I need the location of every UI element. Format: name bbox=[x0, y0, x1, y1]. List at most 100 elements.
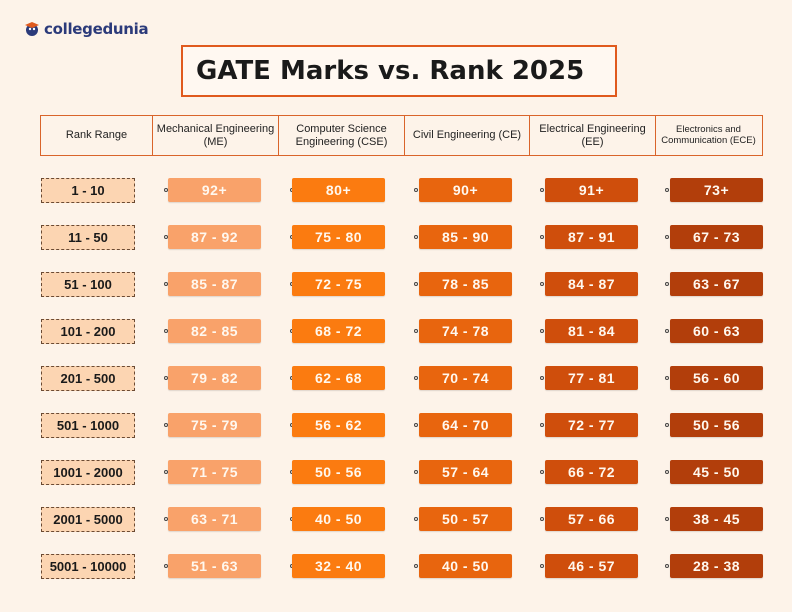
table-header: Rank Range Mechanical Engineering (ME) C… bbox=[40, 115, 763, 156]
bullet-dot-icon bbox=[665, 282, 669, 286]
bullet-dot-icon bbox=[414, 423, 418, 427]
brand-logo-text: collegedunia bbox=[44, 20, 149, 38]
bullet-dot-icon bbox=[665, 423, 669, 427]
marks-cell: 74 - 78 bbox=[419, 319, 512, 343]
marks-cell: 91+ bbox=[545, 178, 638, 202]
marks-cell: 85 - 90 bbox=[419, 225, 512, 249]
marks-cell: 77 - 81 bbox=[545, 366, 638, 390]
rank-range-cell: 1001 - 2000 bbox=[41, 460, 135, 485]
marks-cell: 56 - 62 bbox=[292, 413, 385, 437]
bullet-dot-icon bbox=[540, 235, 544, 239]
marks-cell: 40 - 50 bbox=[419, 554, 512, 578]
bullet-dot-icon bbox=[414, 235, 418, 239]
marks-cell: 56 - 60 bbox=[670, 366, 763, 390]
bullet-dot-icon bbox=[164, 376, 168, 380]
marks-cell: 32 - 40 bbox=[292, 554, 385, 578]
marks-cell: 71 - 75 bbox=[168, 460, 261, 484]
bullet-dot-icon bbox=[164, 564, 168, 568]
marks-cell: 66 - 72 bbox=[545, 460, 638, 484]
marks-cell: 67 - 73 bbox=[670, 225, 763, 249]
bullet-dot-icon bbox=[665, 376, 669, 380]
marks-cell: 90+ bbox=[419, 178, 512, 202]
bullet-dot-icon bbox=[540, 188, 544, 192]
marks-cell: 46 - 57 bbox=[545, 554, 638, 578]
marks-cell: 78 - 85 bbox=[419, 272, 512, 296]
marks-cell: 64 - 70 bbox=[419, 413, 512, 437]
header-ee: Electrical Engineering (EE) bbox=[529, 116, 655, 155]
bullet-dot-icon bbox=[540, 470, 544, 474]
marks-cell: 62 - 68 bbox=[292, 366, 385, 390]
bullet-dot-icon bbox=[540, 564, 544, 568]
marks-cell: 57 - 64 bbox=[419, 460, 512, 484]
marks-cell: 68 - 72 bbox=[292, 319, 385, 343]
marks-cell: 38 - 45 bbox=[670, 507, 763, 531]
marks-cell: 63 - 71 bbox=[168, 507, 261, 531]
marks-cell: 40 - 50 bbox=[292, 507, 385, 531]
marks-cell: 51 - 63 bbox=[168, 554, 261, 578]
marks-cell: 72 - 75 bbox=[292, 272, 385, 296]
header-me: Mechanical Engineering (ME) bbox=[152, 116, 278, 155]
rank-range-cell: 51 - 100 bbox=[41, 272, 135, 297]
page-title: GATE Marks vs. Rank 2025 bbox=[196, 56, 585, 86]
bullet-dot-icon bbox=[540, 517, 544, 521]
marks-cell: 84 - 87 bbox=[545, 272, 638, 296]
marks-cell: 45 - 50 bbox=[670, 460, 763, 484]
page-title-box: GATE Marks vs. Rank 2025 bbox=[181, 45, 617, 97]
brand-logo: collegedunia bbox=[24, 20, 149, 38]
bullet-dot-icon bbox=[540, 376, 544, 380]
bullet-dot-icon bbox=[414, 517, 418, 521]
marks-cell: 80+ bbox=[292, 178, 385, 202]
bullet-dot-icon bbox=[414, 564, 418, 568]
rank-range-cell: 101 - 200 bbox=[41, 319, 135, 344]
marks-cell: 28 - 38 bbox=[670, 554, 763, 578]
bullet-dot-icon bbox=[164, 517, 168, 521]
bullet-dot-icon bbox=[540, 329, 544, 333]
marks-cell: 70 - 74 bbox=[419, 366, 512, 390]
rank-range-cell: 2001 - 5000 bbox=[41, 507, 135, 532]
bullet-dot-icon bbox=[540, 282, 544, 286]
bullet-dot-icon bbox=[164, 329, 168, 333]
marks-cell: 50 - 56 bbox=[670, 413, 763, 437]
bullet-dot-icon bbox=[164, 470, 168, 474]
rank-range-cell: 1 - 10 bbox=[41, 178, 135, 203]
bullet-dot-icon bbox=[665, 470, 669, 474]
rank-range-cell: 11 - 50 bbox=[41, 225, 135, 250]
bullet-dot-icon bbox=[540, 423, 544, 427]
bullet-dot-icon bbox=[665, 564, 669, 568]
bullet-dot-icon bbox=[164, 235, 168, 239]
marks-cell: 75 - 79 bbox=[168, 413, 261, 437]
marks-cell: 72 - 77 bbox=[545, 413, 638, 437]
rank-range-cell: 501 - 1000 bbox=[41, 413, 135, 438]
rank-range-cell: 5001 - 10000 bbox=[41, 554, 135, 579]
marks-cell: 82 - 85 bbox=[168, 319, 261, 343]
marks-cell: 81 - 84 bbox=[545, 319, 638, 343]
header-ce: Civil Engineering (CE) bbox=[404, 116, 529, 155]
bullet-dot-icon bbox=[164, 423, 168, 427]
marks-cell: 79 - 82 bbox=[168, 366, 261, 390]
bullet-dot-icon bbox=[414, 329, 418, 333]
header-ece: Electronics and Communication (ECE) bbox=[655, 116, 761, 155]
header-cse: Computer Science Engineering (CSE) bbox=[278, 116, 404, 155]
marks-cell: 85 - 87 bbox=[168, 272, 261, 296]
marks-cell: 75 - 80 bbox=[292, 225, 385, 249]
marks-cell: 50 - 57 bbox=[419, 507, 512, 531]
bullet-dot-icon bbox=[414, 470, 418, 474]
marks-cell: 57 - 66 bbox=[545, 507, 638, 531]
bullet-dot-icon bbox=[665, 329, 669, 333]
marks-cell: 60 - 63 bbox=[670, 319, 763, 343]
marks-cell: 87 - 92 bbox=[168, 225, 261, 249]
bullet-dot-icon bbox=[414, 188, 418, 192]
header-rank-range: Rank Range bbox=[65, 129, 128, 142]
marks-cell: 73+ bbox=[670, 178, 763, 202]
marks-cell: 87 - 91 bbox=[545, 225, 638, 249]
rank-range-cell: 201 - 500 bbox=[41, 366, 135, 391]
bullet-dot-icon bbox=[665, 188, 669, 192]
marks-cell: 50 - 56 bbox=[292, 460, 385, 484]
marks-cell: 92+ bbox=[168, 178, 261, 202]
bullet-dot-icon bbox=[665, 235, 669, 239]
bullet-dot-icon bbox=[164, 188, 168, 192]
marks-cell: 63 - 67 bbox=[670, 272, 763, 296]
bullet-dot-icon bbox=[414, 282, 418, 286]
graduation-cap-icon bbox=[24, 21, 40, 37]
bullet-dot-icon bbox=[414, 376, 418, 380]
